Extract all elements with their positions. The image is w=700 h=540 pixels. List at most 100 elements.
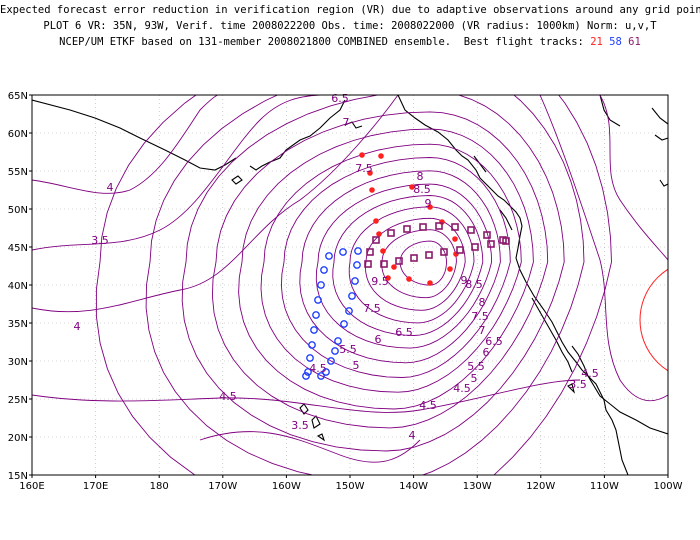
contour-label: 9.5 bbox=[371, 275, 389, 288]
lat-tick-label: 30N bbox=[8, 357, 28, 368]
track-58-point bbox=[304, 368, 312, 376]
track-58-point bbox=[348, 292, 356, 300]
track-58-point bbox=[320, 266, 328, 274]
track-61-point bbox=[403, 225, 411, 233]
contour-line bbox=[238, 128, 534, 410]
track-61-point bbox=[372, 236, 380, 244]
lat-tick-label: 35N bbox=[8, 319, 28, 330]
track-61-point bbox=[419, 223, 427, 231]
flight-track-58 bbox=[302, 247, 362, 380]
lon-tick-label: 160W bbox=[272, 481, 301, 492]
contour-label: 3.5 bbox=[569, 378, 587, 391]
contour-line bbox=[32, 379, 581, 413]
lat-tick-label: 15N bbox=[8, 471, 28, 482]
contour-label: 4.5 bbox=[581, 367, 599, 380]
track-21-point bbox=[373, 218, 379, 224]
contour-label: 7.5 bbox=[363, 302, 381, 315]
lat-tick-label: 45N bbox=[8, 243, 28, 254]
track-21-point bbox=[447, 266, 453, 272]
track-21-point bbox=[453, 251, 459, 257]
track-61-point bbox=[451, 223, 459, 231]
track-id-21: 21 bbox=[590, 36, 603, 48]
track-id-58: 58 bbox=[609, 36, 622, 48]
coastlines bbox=[32, 95, 668, 475]
contour-label: 8 bbox=[479, 296, 486, 309]
contour-line bbox=[299, 170, 501, 364]
contour-line bbox=[199, 431, 421, 463]
lat-tick-label: 60N bbox=[8, 129, 28, 140]
track-58-point bbox=[306, 354, 314, 362]
contour-line bbox=[32, 95, 219, 194]
contour-line bbox=[315, 183, 493, 349]
contour-label: 4.5 bbox=[419, 399, 437, 412]
track-21-point bbox=[359, 152, 365, 158]
track-58-point bbox=[340, 320, 348, 328]
contour-line bbox=[32, 95, 321, 251]
track-21-point bbox=[369, 187, 375, 193]
track-21-point bbox=[385, 275, 391, 281]
contour-line bbox=[32, 95, 399, 313]
contour-label: 5.5 bbox=[467, 360, 485, 373]
track-21-point bbox=[378, 153, 384, 159]
track-61-point bbox=[387, 229, 395, 237]
track-58-point bbox=[302, 372, 310, 380]
contour-labels: 6.577.588.5943.544.54.53.544.555.566.577… bbox=[74, 92, 599, 442]
track-58-point bbox=[314, 296, 322, 304]
contour-label: 6.5 bbox=[395, 326, 413, 339]
contour-line bbox=[181, 95, 565, 452]
header-line-3-prefix: NCEP/UM ETKF based on 131-member 2008021… bbox=[59, 36, 591, 48]
contour-label: 7.5 bbox=[355, 162, 373, 175]
track-61-point bbox=[467, 226, 475, 234]
lon-tick-label: 180 bbox=[150, 481, 169, 492]
latitude-tick-labels: 15N 20N 25N 30N 35N 40N 45N 50N 55N 60N 65N bbox=[8, 91, 32, 482]
track-58-point bbox=[317, 372, 325, 380]
track-21-point bbox=[367, 170, 373, 176]
lon-tick-label: 130W bbox=[463, 481, 492, 492]
contour-label: 4.5 bbox=[453, 382, 471, 395]
track-61-point bbox=[487, 240, 495, 248]
lon-tick-label: 170E bbox=[83, 481, 108, 492]
contour-line bbox=[145, 95, 585, 475]
lat-lon-grid bbox=[32, 95, 668, 475]
lat-tick-label: 55N bbox=[8, 167, 28, 178]
track-21-point bbox=[391, 264, 397, 270]
contour-label: 6 bbox=[483, 346, 490, 359]
contour-line bbox=[260, 143, 522, 393]
contour-label: 4 bbox=[74, 320, 81, 333]
contour-label: 9 bbox=[461, 274, 468, 287]
track-21-point bbox=[406, 276, 412, 282]
track-58-point bbox=[339, 248, 347, 256]
track-58-point bbox=[317, 281, 325, 289]
lon-tick-label: 120W bbox=[526, 481, 555, 492]
track-21-point bbox=[380, 248, 386, 254]
contour-label: 4.5 bbox=[309, 362, 327, 375]
track-58-point bbox=[310, 326, 318, 334]
lon-tick-label: 100W bbox=[654, 481, 683, 492]
contour-line bbox=[381, 229, 457, 299]
lat-tick-label: 65N bbox=[8, 91, 28, 102]
track-58-point bbox=[334, 337, 342, 345]
contour-line bbox=[95, 95, 612, 475]
contour-label: 5.5 bbox=[339, 343, 357, 356]
verification-region-circle bbox=[639, 268, 668, 372]
contour-label: 8.5 bbox=[465, 278, 483, 291]
contour-line bbox=[539, 95, 668, 402]
track-61-point bbox=[435, 222, 443, 230]
contour-label: 4 bbox=[409, 429, 416, 442]
contour-label: 6.5 bbox=[485, 335, 503, 348]
contour-label: 7 bbox=[343, 116, 350, 129]
header-line-2: PLOT 6 VR: 35N, 93W, Verif. time 2008022… bbox=[43, 20, 657, 32]
flight-track-61 bbox=[364, 222, 510, 268]
lon-tick-label: 170W bbox=[208, 481, 237, 492]
contour-line bbox=[348, 206, 475, 324]
contour-label: 7 bbox=[479, 324, 486, 337]
contour-label: 4.5 bbox=[219, 390, 237, 403]
track-61-point bbox=[502, 237, 510, 245]
header-line-1: Expected forecast error reduction in ver… bbox=[0, 4, 700, 16]
lat-tick-label: 40N bbox=[8, 281, 28, 292]
track-61-point bbox=[483, 231, 491, 239]
contour-label: 4 bbox=[107, 181, 114, 194]
lon-tick-label: 140W bbox=[399, 481, 428, 492]
track-58-point bbox=[327, 357, 335, 365]
contour-label: 7.5 bbox=[471, 310, 489, 323]
